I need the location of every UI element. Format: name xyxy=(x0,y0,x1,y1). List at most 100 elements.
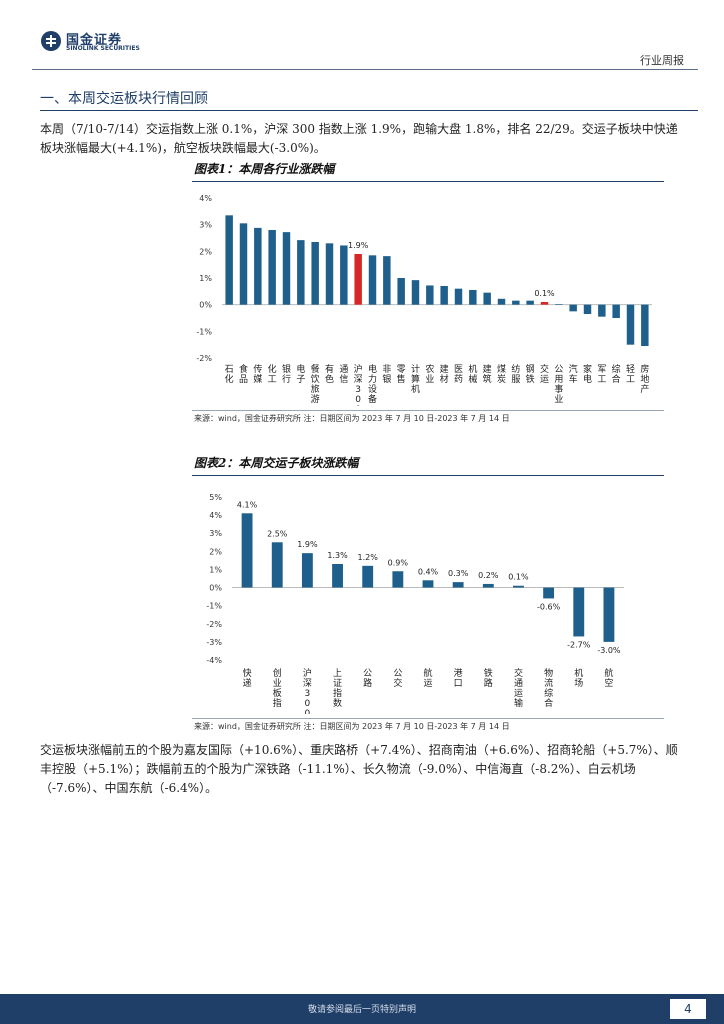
bar-铁路 xyxy=(482,583,494,588)
data-label: 0.9% xyxy=(388,558,409,567)
bar-餐饮旅游 xyxy=(311,242,319,305)
x-category-label: 化工 xyxy=(268,363,277,385)
y-tick-label: 3% xyxy=(209,529,222,538)
x-category-label: 综合 xyxy=(612,363,621,385)
data-label: -2.7% xyxy=(567,640,591,649)
transport-subsector-chart: -4% -3% -2% -1% 0% 1% 2% 3% 4% 5% 4.1% 快递 2.5% 创业板指 1.… xyxy=(206,493,624,714)
bar-电力设备 xyxy=(368,255,377,305)
y-tick-label: -1% xyxy=(196,327,212,336)
bar-快递 xyxy=(241,513,253,588)
footer-bar xyxy=(0,994,724,1024)
bar-钢铁 xyxy=(526,300,534,305)
header-divider xyxy=(32,69,698,70)
data-label: 0.2% xyxy=(478,571,499,580)
bar-家电 xyxy=(583,304,592,314)
bar-传媒 xyxy=(254,227,262,305)
logo-emblem-icon xyxy=(41,31,61,51)
bar-房地产 xyxy=(641,304,649,346)
x-category-label: 机场 xyxy=(574,667,583,689)
section-title: 一、本周交运板块行情回顾 xyxy=(40,91,208,107)
x-category-label: 建筑 xyxy=(483,363,492,385)
x-category-label: 传媒 xyxy=(253,363,262,385)
data-label: 1.9% xyxy=(348,241,369,250)
data-label: 0.1% xyxy=(508,573,529,582)
data-label: 0.1% xyxy=(534,289,555,298)
y-tick-label: 5% xyxy=(209,493,222,502)
y-tick-label: 4% xyxy=(209,511,222,520)
bar-通信 xyxy=(340,245,348,305)
x-category-label: 零售 xyxy=(397,364,406,385)
y-tick-label: 2% xyxy=(209,547,222,556)
bar-汽车 xyxy=(569,304,577,312)
x-category-label: 军工 xyxy=(597,364,606,385)
x-category-label: 电子 xyxy=(296,363,305,385)
figure2-source: 来源：wind，国金证券研究所 注：日期区间为 2023 年 7 月 10 日-… xyxy=(194,722,510,731)
bar-航运 xyxy=(422,580,434,588)
bar-农业 xyxy=(426,285,434,305)
x-category-label: 航运 xyxy=(423,667,432,689)
bar-公路 xyxy=(362,565,374,588)
figure1-title: 图表1：本周各行业涨跌幅 xyxy=(194,162,335,176)
bar-化工 xyxy=(268,230,276,305)
y-tick-label: 0% xyxy=(209,584,222,593)
x-category-label: 创业板指 xyxy=(273,667,282,709)
bar-港口 xyxy=(452,582,464,588)
x-category-label: 农业 xyxy=(425,363,434,385)
bar-军工 xyxy=(598,304,606,317)
bar-计算机 xyxy=(411,280,420,305)
summary-paragraph: 本周（7/10-7/14）交运指数上涨 0.1%，沪深 300 指数上涨 1.9… xyxy=(40,122,678,155)
y-tick-label: 1% xyxy=(209,565,222,574)
figure1-source: 来源：wind，国金证券研究所 注：日期区间为 2023 年 7 月 10 日-… xyxy=(194,414,510,423)
footer-disclaimer: 敬请参阅最后一页特别声明 xyxy=(307,1005,416,1015)
logo-english-name: SINOLINK SECURITIES xyxy=(66,45,140,52)
bar-沪深300 xyxy=(354,254,362,305)
bar-医药 xyxy=(454,288,463,305)
figure1-source-rule xyxy=(192,410,664,411)
bar-机场 xyxy=(573,587,585,637)
x-category-label: 计算机 xyxy=(411,363,420,395)
x-category-label: 上证指数 xyxy=(333,668,342,709)
bar-沪深300 xyxy=(301,553,313,588)
x-category-label: 公用事业 xyxy=(554,364,563,405)
bar-航空 xyxy=(603,587,615,642)
data-label: -3.0% xyxy=(597,646,621,655)
bar-电子 xyxy=(297,240,305,305)
bar-有色 xyxy=(325,243,334,305)
y-tick-label: 0% xyxy=(199,301,212,310)
y-tick-label: -4% xyxy=(206,656,222,665)
x-category-label: 建材 xyxy=(440,363,449,385)
y-tick-label: 3% xyxy=(199,221,212,230)
x-category-label: 有色 xyxy=(325,363,334,385)
x-category-label: 交运 xyxy=(540,363,549,385)
x-category-label: 铁路 xyxy=(484,667,493,689)
bar-建筑 xyxy=(483,292,491,305)
y-tick-label: -1% xyxy=(206,602,222,611)
data-label: 1.2% xyxy=(358,553,379,562)
bar-建材 xyxy=(440,286,448,305)
x-category-label: 房地产 xyxy=(640,363,649,395)
data-label: 1.9% xyxy=(297,540,318,549)
bar-煤炭 xyxy=(497,298,506,305)
x-category-label: 快递 xyxy=(243,667,252,689)
bar-纺服 xyxy=(512,300,520,305)
page-number: 4 xyxy=(670,999,706,1019)
data-label: 4.1% xyxy=(237,500,258,509)
x-category-label: 非银 xyxy=(382,363,391,385)
bar-物流综合 xyxy=(543,587,555,599)
x-category-label: 食品 xyxy=(239,363,248,385)
y-tick-label: 2% xyxy=(199,247,212,256)
bar-综合 xyxy=(612,304,620,318)
bar-轻工 xyxy=(626,304,635,345)
figure2-source-rule xyxy=(192,718,664,719)
figure2-title-rule xyxy=(192,475,664,476)
bar-石化 xyxy=(225,215,233,305)
data-label: 1.3% xyxy=(327,551,348,560)
y-tick-label: -2% xyxy=(196,354,212,363)
y-tick-label: -2% xyxy=(206,620,222,629)
x-category-label: 汽车 xyxy=(569,363,578,385)
x-category-label: 港口 xyxy=(454,667,463,689)
data-label: -0.6% xyxy=(537,602,561,611)
x-category-label: 航空 xyxy=(604,667,613,689)
bar-创业板指 xyxy=(271,542,283,588)
